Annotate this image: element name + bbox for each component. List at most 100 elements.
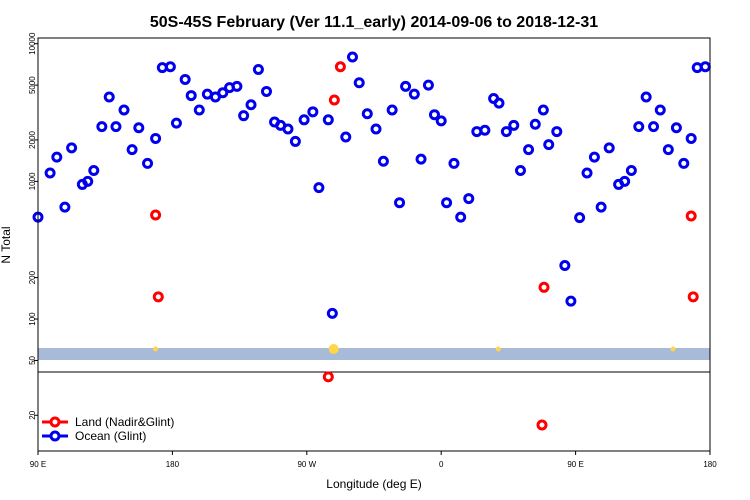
ocean-point — [185, 90, 197, 102]
y-tick-label: 20 — [28, 410, 37, 419]
ocean-point — [625, 164, 637, 176]
ocean-point — [415, 153, 427, 165]
legend-swatch-marker — [49, 416, 61, 428]
land-point — [152, 291, 164, 303]
ocean-point — [678, 157, 690, 169]
ocean-point — [500, 126, 512, 138]
plot-area — [32, 37, 711, 452]
ocean-point — [514, 164, 526, 176]
x-tick-label: 180 — [703, 460, 717, 469]
ocean-point — [44, 167, 56, 179]
ocean-point — [543, 139, 555, 151]
ocean-point — [588, 151, 600, 163]
ocean-point — [353, 77, 365, 89]
ocean-point — [648, 121, 660, 133]
y-tick-label: 5000 — [28, 76, 37, 94]
ocean-point — [408, 88, 420, 100]
y-tick-label: 10000 — [28, 32, 37, 55]
ocean-point — [260, 85, 272, 97]
ocean-point — [685, 132, 697, 144]
ocean-point — [699, 61, 711, 73]
ocean-point — [455, 211, 467, 223]
ocean-point — [150, 132, 162, 144]
ocean-point — [670, 122, 682, 134]
ocean-point — [654, 104, 666, 116]
x-axis: 90 E 180 90 W 0 90 E 180 — [30, 451, 717, 469]
ocean-point — [428, 109, 440, 121]
land-point — [685, 210, 697, 222]
ocean-point — [537, 104, 549, 116]
legend: Land (Nadir&Glint)Ocean (Glint) — [42, 415, 174, 443]
x-axis-label: Longitude (deg E) — [326, 477, 421, 491]
ocean-point — [193, 104, 205, 116]
ocean-point — [245, 99, 257, 111]
chart-title: 50S-45S February (Ver 11.1_early) 2014-0… — [150, 14, 598, 31]
land-point — [328, 94, 340, 106]
band-marker — [670, 346, 676, 352]
legend-label: Ocean (Glint) — [75, 429, 146, 443]
ocean-point — [595, 201, 607, 213]
ocean-point — [82, 175, 94, 187]
y-tick-label: 200 — [28, 270, 37, 284]
ocean-point — [463, 193, 475, 205]
land-point — [536, 419, 548, 431]
ocean-point — [551, 126, 563, 138]
ocean-point — [370, 123, 382, 135]
ocean-point — [59, 201, 71, 213]
x-tick-label: 90 W — [297, 460, 316, 469]
ocean-point — [118, 104, 130, 116]
ocean-point — [441, 197, 453, 209]
ocean-point — [326, 307, 338, 319]
ocean-point — [529, 118, 541, 130]
plot-frame — [37, 37, 711, 452]
y-tick-label: 50 — [28, 355, 37, 364]
land-point — [150, 209, 162, 221]
ocean-point — [66, 142, 78, 154]
ocean-point — [493, 97, 505, 109]
y-tick-label: 1000 — [28, 172, 37, 190]
ocean-point — [400, 80, 412, 92]
x-tick-label: 90 E — [30, 460, 46, 469]
ocean-point — [217, 87, 229, 99]
ocean-point — [479, 124, 491, 136]
x-tick-label: 0 — [439, 460, 444, 469]
ocean-point — [435, 115, 447, 127]
band-marker — [153, 346, 159, 352]
ocean-point — [559, 259, 571, 271]
band-layer — [38, 344, 710, 360]
ocean-point — [238, 110, 250, 122]
ocean-point — [322, 114, 334, 126]
land-point — [687, 291, 699, 303]
ocean-point — [133, 122, 145, 134]
ocean-point — [422, 79, 434, 91]
ocean-point — [565, 295, 577, 307]
ocean-point — [289, 135, 301, 147]
ocean-point — [51, 151, 63, 163]
ocean-point — [581, 167, 593, 179]
land-point — [334, 61, 346, 73]
ocean-point — [110, 121, 122, 133]
ocean-point — [126, 144, 138, 156]
ocean-point — [313, 182, 325, 194]
ocean-point — [377, 155, 389, 167]
ocean-point — [346, 51, 358, 63]
ocean-point — [523, 144, 535, 156]
ocean-point — [164, 61, 176, 73]
land-point — [322, 371, 334, 383]
ocean-point — [231, 80, 243, 92]
y-tick-label: 100 — [28, 312, 37, 326]
ocean-point — [142, 157, 154, 169]
ocean-point — [619, 175, 631, 187]
ocean-point — [361, 108, 373, 120]
band-marker — [328, 344, 339, 354]
land-point — [538, 281, 550, 293]
ocean-point — [340, 131, 352, 143]
legend-label: Land (Nadir&Glint) — [75, 415, 174, 429]
ocean-point — [88, 164, 100, 176]
ocean-point — [386, 104, 398, 116]
ocean-point — [603, 142, 615, 154]
points-layer — [32, 51, 711, 431]
x-tick-label: 90 E — [567, 460, 583, 469]
